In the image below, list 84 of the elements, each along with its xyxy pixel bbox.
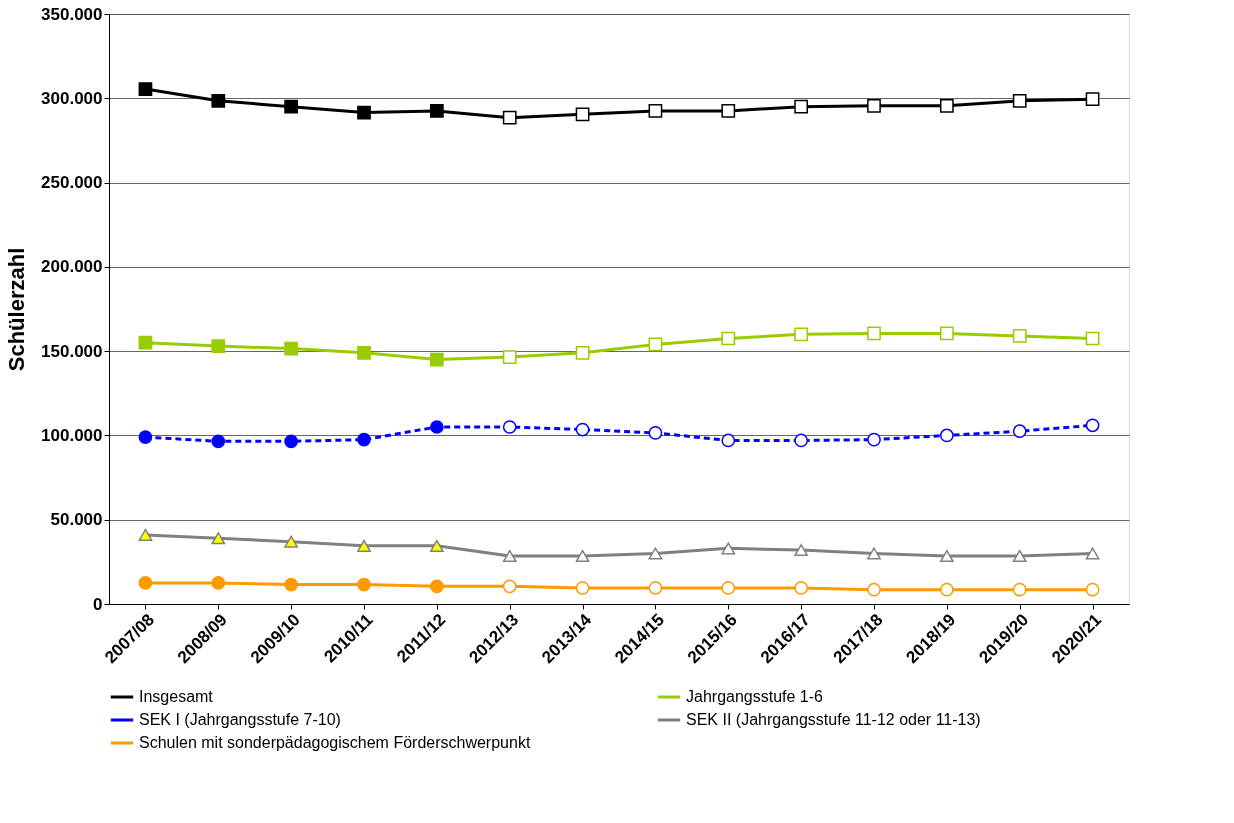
point xyxy=(1085,582,1100,597)
point xyxy=(794,433,809,448)
point xyxy=(138,335,153,350)
legend-label: Jahrgangsstufe 1-6 xyxy=(686,688,824,705)
legend-label: Insgesamt xyxy=(139,688,214,705)
point xyxy=(648,547,663,560)
y-tick-label: 200.000 xyxy=(41,257,103,277)
point xyxy=(939,549,954,563)
point xyxy=(1012,93,1027,108)
point xyxy=(721,433,736,448)
point xyxy=(138,576,153,590)
y-axis-title: Schülerzahl xyxy=(4,247,30,372)
point xyxy=(721,542,736,555)
point xyxy=(357,577,371,592)
point xyxy=(867,326,881,341)
y-tick-label: 350.000 xyxy=(41,4,103,24)
legend-label: SEK II (Jahrgangsstufe 11-12 oder 11-13) xyxy=(686,711,981,728)
y-tick-label: 0 xyxy=(93,594,103,614)
point xyxy=(939,428,954,443)
point xyxy=(867,582,881,597)
point xyxy=(867,432,881,447)
point xyxy=(211,93,226,108)
point xyxy=(939,99,954,113)
y-tick-label: 150.000 xyxy=(41,341,103,361)
point xyxy=(357,105,371,120)
point xyxy=(502,420,517,434)
point xyxy=(1012,549,1027,563)
point xyxy=(1085,547,1100,560)
point xyxy=(721,581,736,595)
legend-label: Schulen mit sonderpädagogischem Förderschwerpunkt xyxy=(139,734,531,751)
point xyxy=(502,350,517,364)
point xyxy=(429,352,444,367)
point xyxy=(502,549,517,563)
point xyxy=(939,582,954,597)
point xyxy=(939,326,954,341)
point xyxy=(138,528,153,541)
point xyxy=(575,107,590,122)
point xyxy=(794,99,809,114)
point xyxy=(429,579,444,594)
point xyxy=(357,345,371,360)
point xyxy=(648,426,663,440)
point xyxy=(648,337,663,352)
point xyxy=(211,339,226,353)
point xyxy=(357,432,371,447)
y-tick-label: 300.000 xyxy=(41,88,103,108)
point xyxy=(794,581,809,595)
point xyxy=(284,535,299,548)
point xyxy=(794,327,809,342)
point xyxy=(1085,92,1100,106)
point xyxy=(211,434,226,449)
point xyxy=(284,341,299,356)
y-tick-label: 100.000 xyxy=(41,425,103,445)
point xyxy=(1012,582,1027,597)
point xyxy=(1012,424,1027,439)
point xyxy=(575,422,590,437)
point xyxy=(211,532,226,545)
point xyxy=(648,581,663,595)
point xyxy=(575,581,590,595)
y-tick-label: 250.000 xyxy=(41,173,103,193)
point xyxy=(429,420,444,434)
legend-label: SEK I (Jahrgangsstufe 7-10) xyxy=(139,711,341,728)
point xyxy=(138,82,153,96)
point xyxy=(794,544,809,557)
point xyxy=(867,99,881,113)
point xyxy=(721,104,736,118)
point xyxy=(284,99,299,114)
point xyxy=(429,104,444,118)
point xyxy=(867,547,881,560)
point xyxy=(575,345,590,360)
point xyxy=(429,539,444,552)
point xyxy=(648,104,663,118)
point xyxy=(284,434,299,449)
point xyxy=(1085,418,1100,433)
point xyxy=(284,577,299,592)
point xyxy=(502,579,517,594)
point xyxy=(1085,331,1100,346)
point xyxy=(211,576,226,590)
point xyxy=(357,539,371,552)
point xyxy=(575,549,590,563)
point xyxy=(502,110,517,125)
y-tick-label: 50.000 xyxy=(50,510,103,530)
point xyxy=(721,331,736,346)
point xyxy=(1012,329,1027,343)
point xyxy=(138,430,153,444)
